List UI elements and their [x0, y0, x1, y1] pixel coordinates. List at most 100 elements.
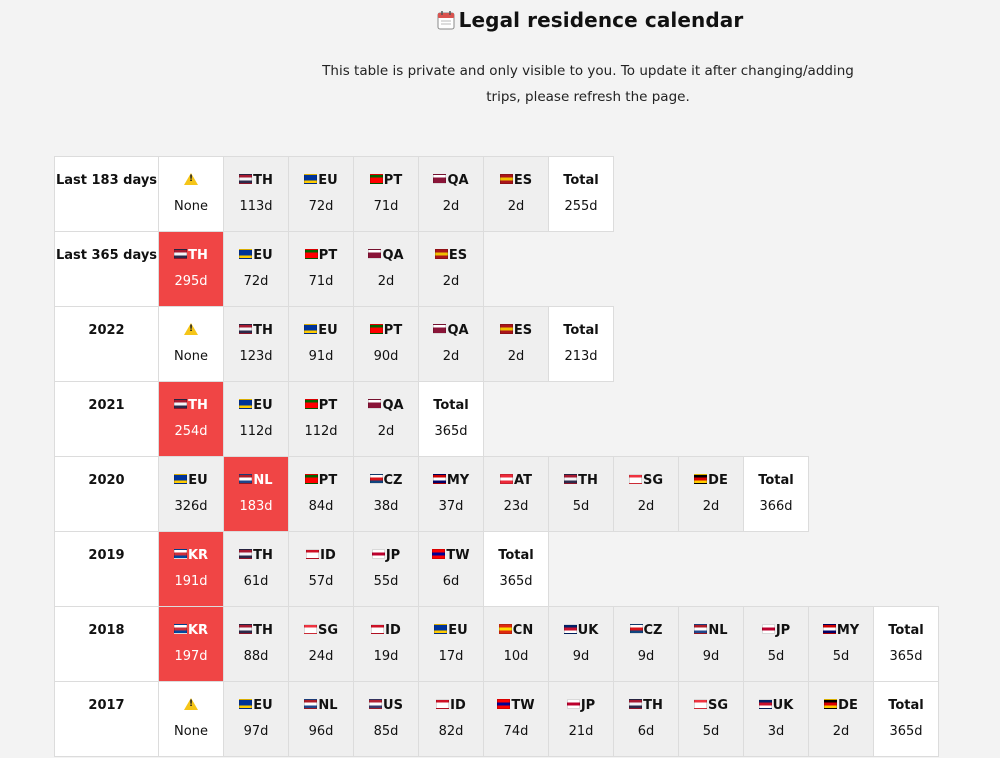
cell-code: SG [642, 473, 664, 488]
cell-value: 365d [499, 574, 533, 589]
country-cell: ID 57d [288, 531, 354, 607]
empty-cell [614, 157, 679, 232]
cell-value: 71d [308, 274, 334, 289]
country-cell: EU 72d [223, 231, 289, 307]
cell-value: 71d [373, 199, 399, 214]
cell-value: 5d [832, 649, 850, 664]
row-label: 2017 [54, 681, 159, 757]
cell-value: 72d [308, 199, 334, 214]
cell-value: 183d [239, 499, 273, 514]
cell-code: Total [498, 548, 534, 563]
flag-cz-icon [629, 624, 643, 634]
cell-code: EU [318, 173, 338, 188]
flag-th-icon [239, 324, 253, 334]
cell-value: 123d [239, 349, 273, 364]
flag-de-icon [824, 699, 838, 709]
cell-code: Total [433, 398, 469, 413]
flag-pt-icon [304, 399, 318, 409]
empty-cell [874, 457, 939, 532]
cell-code: JP [775, 623, 791, 638]
flag-eu-icon [304, 324, 318, 334]
cell-code: ES [513, 323, 533, 338]
table-row: 2017 None EU 97d NL 96d US 85d ID 82d TW 74d JP 21d TH… [54, 681, 939, 757]
cell-code: KR [187, 623, 209, 638]
empty-cell [744, 307, 809, 382]
country-cell: PT 90d [353, 306, 419, 382]
flag-qa-icon [433, 324, 447, 334]
cell-value: 2d [377, 424, 395, 439]
cell-value: 197d [174, 649, 208, 664]
cell-value: 17d [438, 649, 464, 664]
cell-code: UK [772, 698, 794, 713]
country-cell: ES 2d [483, 156, 549, 232]
empty-cell [744, 382, 809, 457]
cell-code: TW [446, 548, 470, 563]
cell-code: CZ [643, 623, 663, 638]
row-label: 2020 [54, 456, 159, 532]
cell-code: PT [318, 398, 338, 413]
flag-kr-icon [173, 549, 187, 559]
cell-value: 57d [308, 574, 334, 589]
flag-my-icon [822, 624, 836, 634]
cell-value: None [174, 724, 208, 739]
cell-code: KR [187, 548, 209, 563]
country-cell: JP 21d [548, 681, 614, 757]
country-cell: TH 295d [158, 231, 224, 307]
cell-value: 9d [572, 649, 590, 664]
total-cell: Total 365d [873, 606, 939, 682]
empty-cell [484, 232, 549, 307]
flag-uk-icon [758, 699, 772, 709]
cell-value: None [174, 199, 208, 214]
empty-cell [679, 307, 744, 382]
empty-cell [744, 532, 809, 607]
row-label: Last 183 days [54, 156, 159, 232]
flag-nl-icon [694, 624, 708, 634]
empty-cell [809, 232, 874, 307]
table-row: 2022 None TH 123d EU 91d PT 90d QA 2d ES 2d Total 213… [54, 306, 939, 382]
cell-value: 2d [442, 199, 460, 214]
cell-code: TH [578, 473, 598, 488]
flag-pt-icon [304, 474, 318, 484]
warning-icon [184, 698, 198, 710]
cell-code: ID [450, 698, 466, 713]
country-cell: TH 6d [613, 681, 679, 757]
flag-eu-icon [304, 174, 318, 184]
cell-code: TH [188, 248, 208, 263]
cell-value: 9d [702, 649, 720, 664]
flag-th-icon [174, 249, 188, 259]
country-cell: KR 197d [158, 606, 224, 682]
country-cell: CZ 9d [613, 606, 679, 682]
cell-value: 97d [243, 724, 269, 739]
calendar-icon [437, 10, 455, 30]
country-cell: UK 9d [548, 606, 614, 682]
cell-code: Total [758, 473, 794, 488]
cell-value: 2d [832, 724, 850, 739]
cell-value: 2d [702, 499, 720, 514]
cell-code: Total [888, 698, 924, 713]
flag-qa-icon [368, 399, 382, 409]
total-cell: Total 365d [418, 381, 484, 457]
flag-cn-icon [498, 624, 512, 634]
flag-tw-icon [432, 549, 446, 559]
country-cell: SG 5d [678, 681, 744, 757]
country-cell: MY 37d [418, 456, 484, 532]
country-cell: ES 2d [418, 231, 484, 307]
empty-cell [874, 157, 939, 232]
country-cell: TH 88d [223, 606, 289, 682]
cell-value: 19d [373, 649, 399, 664]
cell-value: 112d [304, 424, 338, 439]
cell-value: 295d [174, 274, 208, 289]
cell-code: TH [253, 548, 273, 563]
cell-code: Total [563, 323, 599, 338]
country-cell: EU 97d [223, 681, 289, 757]
flag-jp-icon [566, 699, 580, 709]
row-label: 2018 [54, 606, 159, 682]
country-cell: KR 191d [158, 531, 224, 607]
country-cell: TH 61d [223, 531, 289, 607]
cell-code: TW [511, 698, 535, 713]
cell-code: MY [446, 473, 470, 488]
country-cell: SG 24d [288, 606, 354, 682]
cell-value: 37d [438, 499, 464, 514]
cell-code: EU [253, 398, 273, 413]
flag-pt-icon [304, 249, 318, 259]
